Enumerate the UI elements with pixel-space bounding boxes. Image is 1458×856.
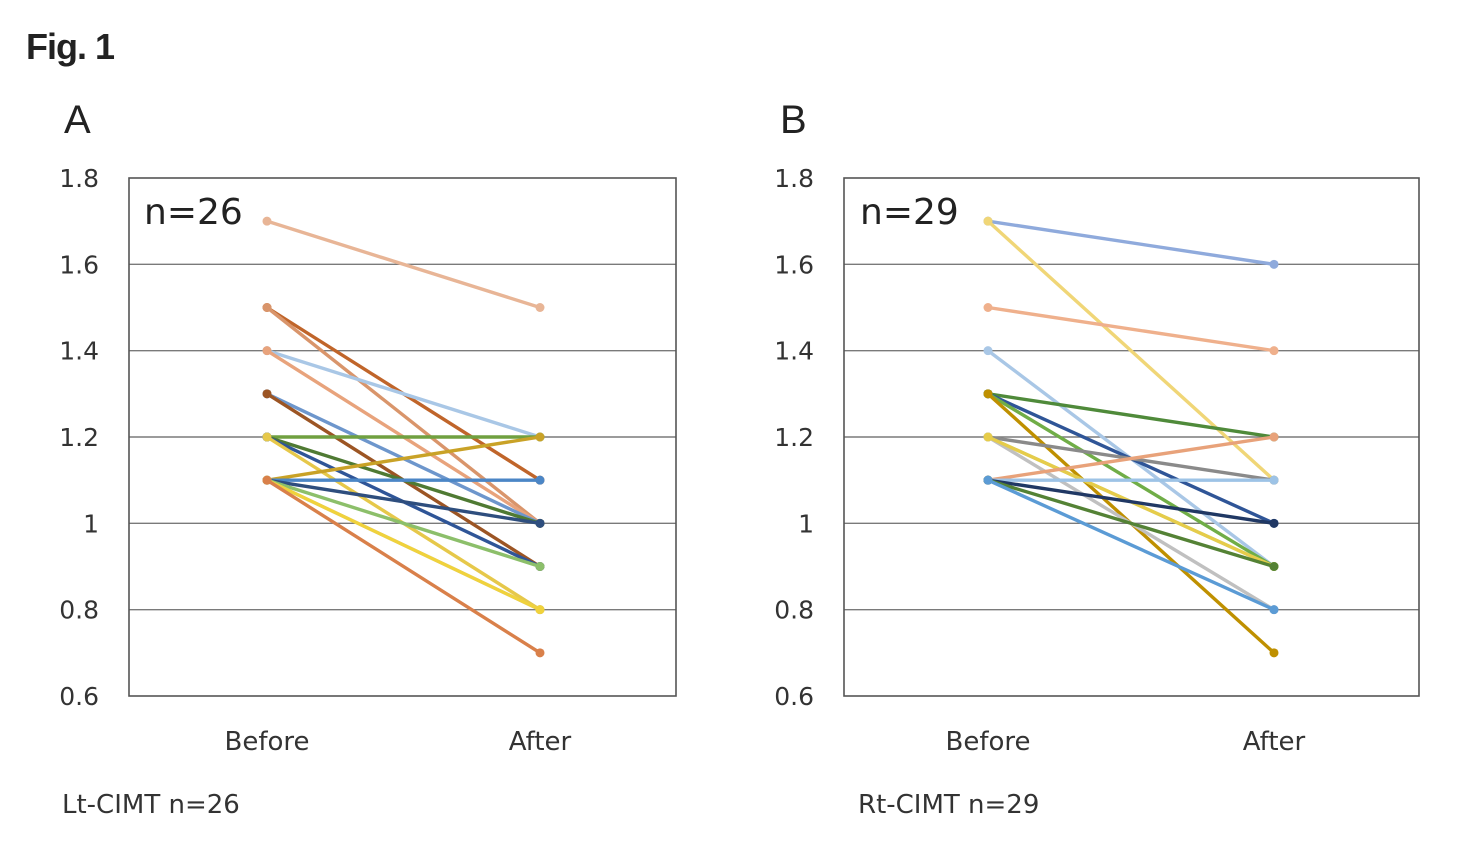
series-line (986, 435, 1276, 482)
data-point-after (1269, 605, 1279, 615)
series-line (265, 478, 542, 526)
series-13 (262, 475, 545, 485)
y-tick-label: 1.6 (774, 250, 814, 279)
series-line (986, 478, 1276, 612)
series-1 (983, 216, 1279, 269)
chart-panel-b: B 0.6 0.8 1 1.2 1.4 1.6 1.8 Before After n=29 (774, 98, 1420, 757)
y-tick-label: 1.6 (59, 250, 99, 279)
series-8 (262, 432, 545, 442)
data-point-after (535, 303, 545, 312)
data-point-after (1269, 562, 1279, 571)
series-line (265, 305, 542, 526)
y-tick-label: 1 (798, 509, 814, 538)
series-line (265, 348, 542, 439)
y-tick-label: 1.4 (774, 337, 814, 366)
data-point-after (535, 518, 545, 528)
series-line (986, 305, 1276, 353)
figure-label: Fig. 1 (26, 26, 115, 67)
series-17 (983, 475, 1279, 615)
series-line (265, 478, 542, 569)
series-4 (262, 346, 545, 442)
data-point-after (1269, 648, 1279, 658)
plot-frame (843, 177, 1420, 697)
y-tick-label: 1.4 (59, 337, 99, 366)
series-line (265, 478, 542, 612)
series-17 (262, 475, 545, 615)
data-point-before (262, 346, 272, 356)
data-point-before (262, 216, 272, 226)
series-line (986, 392, 1276, 439)
y-tick-label: 0.8 (59, 596, 99, 625)
panel-label-b: B (780, 98, 807, 142)
series-line (265, 478, 542, 655)
data-point-before (983, 475, 993, 485)
data-point-before (983, 216, 993, 226)
data-point-before (983, 432, 993, 442)
series-line (986, 478, 1276, 526)
x-tick-label: After (509, 727, 572, 757)
data-point-after (1269, 259, 1279, 269)
series-15 (983, 475, 1279, 528)
y-tick-label: 1.2 (59, 423, 99, 452)
sample-size-annotation: n=29 (860, 192, 959, 233)
sample-size-annotation: n=26 (144, 192, 243, 233)
panel-label-a: A (64, 98, 91, 142)
caption-panel-b: Rt-CIMT n=29 (858, 790, 1040, 820)
data-point-after (1269, 518, 1279, 528)
series-1 (262, 216, 545, 312)
data-point-after (535, 648, 545, 658)
y-tick-label: 0.6 (774, 682, 814, 711)
data-point-after (1269, 475, 1279, 485)
data-point-before (262, 303, 272, 312)
series-line (986, 219, 1276, 482)
series-14 (262, 475, 545, 528)
x-tick-label: Before (224, 727, 309, 757)
data-point-before (262, 475, 272, 485)
data-point-before (262, 389, 272, 399)
data-point-after (535, 562, 545, 571)
plot-frame (128, 177, 677, 697)
data-point-after (1269, 432, 1279, 442)
series-line (986, 219, 1276, 267)
series-3 (983, 303, 1279, 356)
series-14 (983, 475, 1279, 485)
series-18 (262, 475, 545, 658)
data-point-after (535, 432, 545, 442)
y-tick-label: 0.8 (774, 596, 814, 625)
data-point-before (983, 389, 993, 399)
series-5 (983, 389, 1279, 442)
series-line (986, 478, 1276, 569)
x-tick-label: After (1243, 727, 1306, 757)
data-point-after (1269, 346, 1279, 356)
y-tick-label: 1 (83, 509, 99, 538)
x-tick-label: Before (945, 727, 1030, 757)
y-tick-label: 1.2 (774, 423, 814, 452)
series-3 (262, 303, 545, 528)
y-tick-label: 1.8 (774, 164, 814, 193)
series-line (265, 435, 542, 482)
chart-panel-a: A 0.6 0.8 1 1.2 1.4 1.6 1.8 Before After n=26 (59, 98, 677, 757)
series-line (265, 219, 542, 310)
data-point-before (262, 432, 272, 442)
series-12 (262, 432, 545, 485)
caption-panel-a: Lt-CIMT n=26 (62, 790, 240, 820)
y-tick-label: 0.6 (59, 682, 99, 711)
series-13 (983, 432, 1279, 485)
data-point-after (535, 475, 545, 485)
data-point-before (983, 346, 993, 356)
data-point-before (983, 303, 993, 312)
data-point-after (535, 605, 545, 615)
y-tick-label: 1.8 (59, 164, 99, 193)
